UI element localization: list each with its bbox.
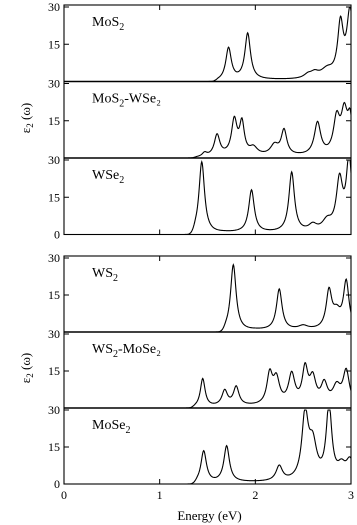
- y-tick-label: 30: [48, 327, 60, 341]
- x-tick-label: 3: [348, 488, 354, 502]
- y-tick-label: 15: [48, 364, 60, 378]
- panel-label: MoSe2: [92, 418, 130, 436]
- series-line-1-1: [64, 361, 352, 409]
- panel-label: MoS2: [92, 15, 124, 33]
- y-tick-label: 15: [48, 440, 60, 454]
- y-tick-label: 15: [48, 288, 60, 302]
- x-tick-label: 1: [157, 488, 163, 502]
- y-tick-label: 0: [54, 228, 60, 242]
- y-tick-label: 15: [48, 114, 60, 128]
- y-tick-label: 30: [48, 0, 60, 14]
- panel-label: WSe2: [92, 168, 124, 186]
- y-tick-label: 30: [48, 403, 60, 417]
- x-tick-label: 0: [61, 488, 67, 502]
- panel-label: WS2: [92, 266, 118, 284]
- series-line-0-1: [64, 101, 352, 159]
- y-tick-label: 15: [48, 190, 60, 204]
- y-axis-label: ε2 (ω): [18, 103, 35, 133]
- y-tick-label: 0: [54, 477, 60, 491]
- x-axis-label: Energy (eV): [177, 508, 241, 523]
- plot-frame: [63, 4, 352, 236]
- y-axis-label: ε2 (ω): [18, 353, 35, 383]
- panel-label: MoS2-WSe₂: [92, 92, 161, 110]
- y-tick-label: 30: [48, 251, 60, 265]
- y-tick-label: 30: [48, 77, 60, 91]
- x-tick-label: 2: [252, 488, 258, 502]
- y-tick-label: 15: [48, 37, 60, 51]
- y-tick-label: 30: [48, 153, 60, 167]
- panel-label: WS2-MoSe₂: [92, 342, 161, 360]
- plot-frame: [63, 255, 352, 485]
